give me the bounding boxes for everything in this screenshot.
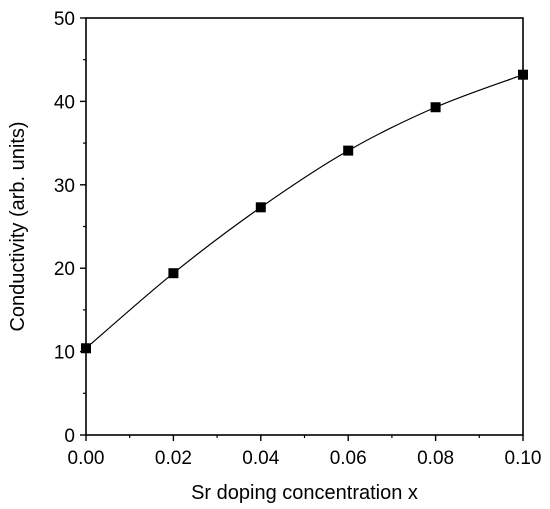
y-tick-label: 0: [64, 426, 75, 447]
x-tick-label: 0.10: [505, 448, 542, 469]
x-tick-label: 0.08: [417, 448, 454, 469]
data-point-marker: [81, 343, 91, 354]
x-tick-label: 0.02: [155, 448, 192, 469]
x-tick-label: 0.00: [68, 448, 105, 469]
plot-frame: [85, 17, 524, 436]
y-tick-label: 40: [54, 92, 75, 113]
data-point-marker: [255, 202, 266, 213]
data-point-marker: [343, 145, 354, 156]
x-tick-label: 0.04: [242, 448, 279, 469]
y-axis-ticks: 0 10 20 30 40 50: [54, 9, 86, 447]
data-markers: [81, 69, 528, 354]
y-axis-label: Conductivity (arb. units): [7, 121, 29, 331]
data-point-marker: [168, 268, 179, 279]
y-tick-label: 50: [54, 9, 75, 30]
x-axis-ticks: 0.00 0.02 0.04 0.06 0.08 0.10: [68, 435, 542, 469]
series-line: [85, 74, 524, 349]
data-point-marker: [430, 102, 441, 113]
x-tick-label: 0.06: [330, 448, 367, 469]
y-tick-label: 20: [54, 259, 75, 280]
y-tick-label: 10: [54, 343, 75, 364]
data-point-marker: [518, 69, 528, 80]
y-tick-label: 30: [54, 176, 75, 197]
x-axis-label: Sr doping concentration x: [191, 482, 418, 504]
